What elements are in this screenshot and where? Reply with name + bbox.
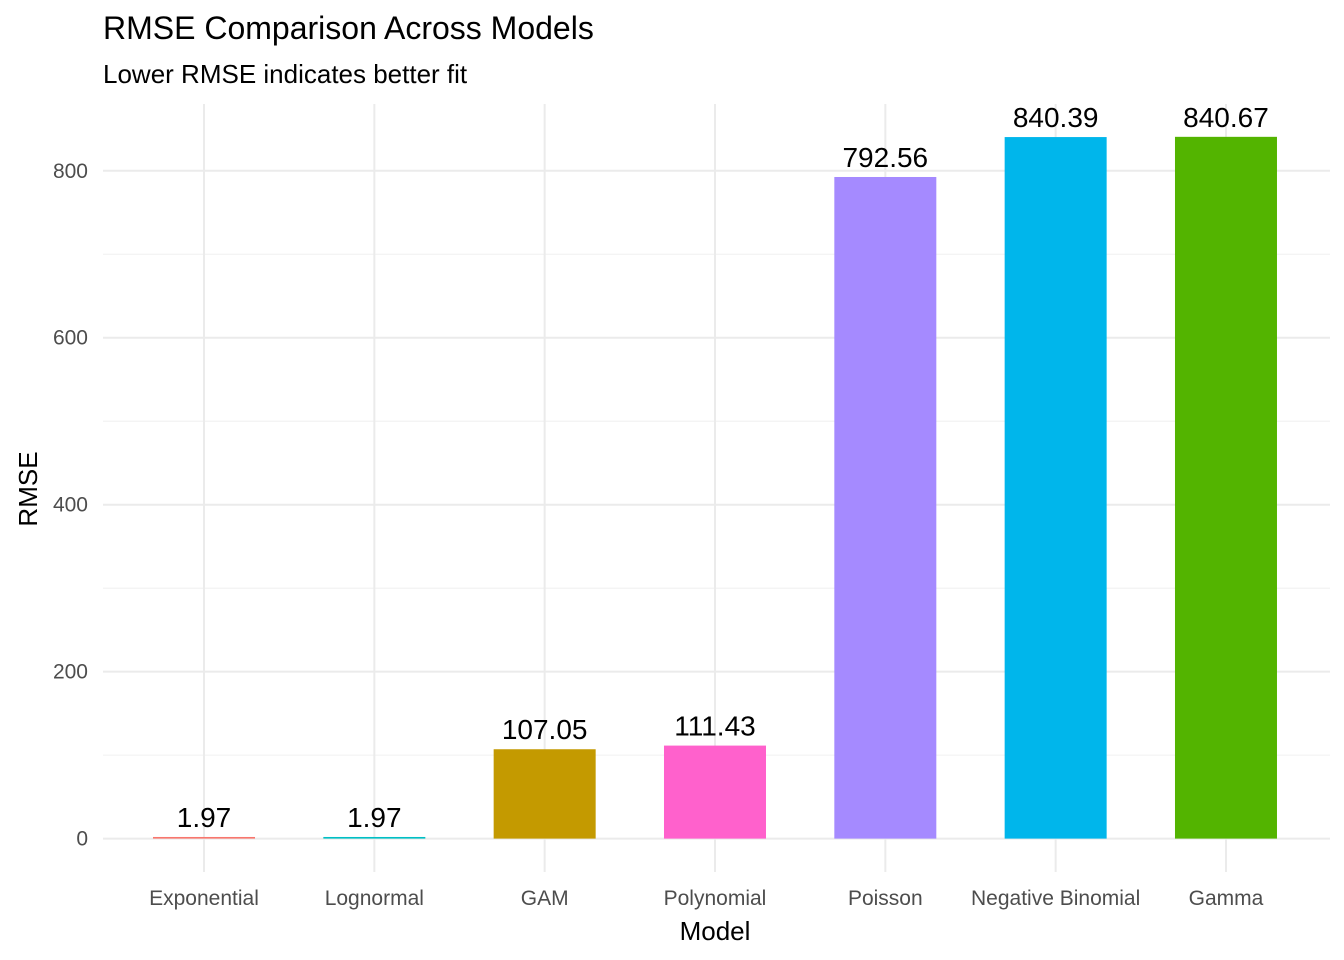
bar-value-label: 111.43 <box>674 711 755 742</box>
bar-value-labels: 1.97 1.97 107.05 111.43 792.56 840.39 840.67 <box>177 102 1269 833</box>
bar <box>153 836 255 839</box>
bar <box>323 836 426 839</box>
y-axis-tick-labels: 0 200 400 600 800 <box>53 160 88 851</box>
x-tick-label: Gamma <box>1189 887 1264 910</box>
y-tick-label: 600 <box>53 327 88 350</box>
bar-value-label: 840.67 <box>1183 102 1269 133</box>
x-axis-tick-labels: Exponential Lognormal GAM Polynomial Poisson… <box>149 887 1264 910</box>
bar-value-label: 1.97 <box>347 802 402 833</box>
bar-value-label: 840.39 <box>1013 102 1099 133</box>
y-tick-label: 400 <box>53 494 88 517</box>
bars <box>153 136 1277 839</box>
bar <box>663 745 766 839</box>
chart-subtitle: Lower RMSE indicates better fit <box>103 59 468 89</box>
bar <box>493 749 596 839</box>
y-axis-label: RMSE <box>13 451 43 526</box>
x-tick-label: GAM <box>521 887 569 910</box>
x-tick-label: Polynomial <box>664 887 767 910</box>
bar-value-label: 1.97 <box>177 802 232 833</box>
x-tick-label: Poisson <box>848 887 923 910</box>
bar-value-label: 792.56 <box>842 142 928 173</box>
x-tick-label: Exponential <box>149 887 259 910</box>
y-tick-label: 200 <box>53 661 88 684</box>
chart-title: RMSE Comparison Across Models <box>103 10 594 46</box>
x-tick-label: Negative Binomial <box>971 887 1140 910</box>
x-axis-label: Model <box>680 916 751 946</box>
x-tick-label: Lognormal <box>325 887 424 910</box>
bar <box>834 176 937 839</box>
y-tick-label: 0 <box>76 828 88 851</box>
bar <box>1004 137 1107 839</box>
bar <box>1174 136 1277 839</box>
bar-value-label: 107.05 <box>502 714 588 745</box>
y-tick-label: 800 <box>53 160 88 183</box>
